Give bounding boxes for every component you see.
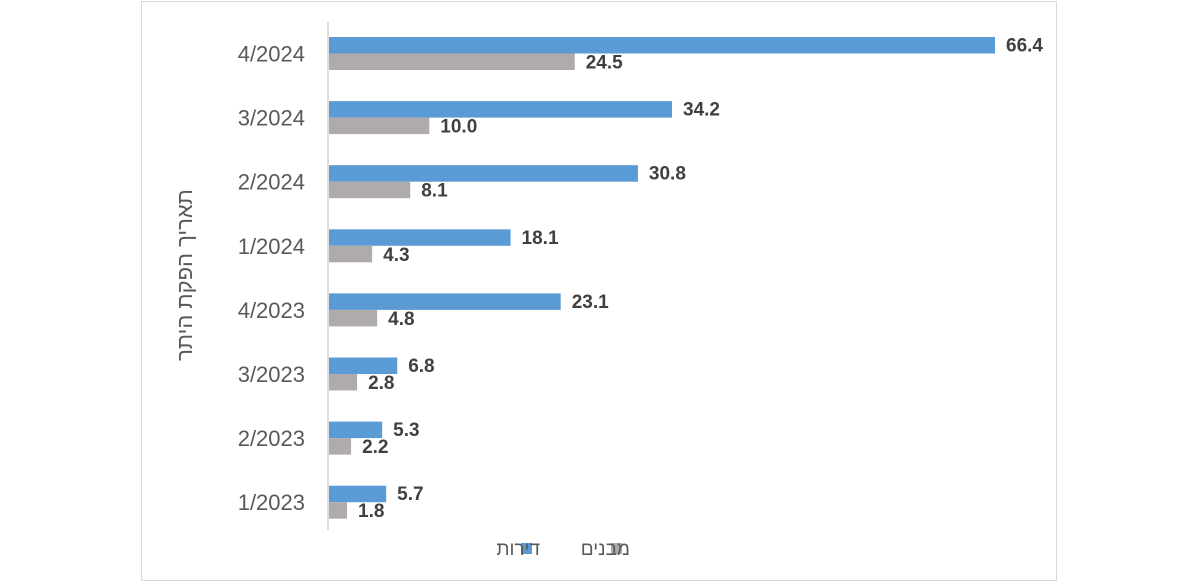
category-label: 2/2023	[238, 426, 305, 451]
category-label: 3/2024	[238, 106, 305, 131]
data-label-series-2: 4.3	[383, 245, 409, 266]
legend-item-series-2: מבנים	[581, 539, 630, 560]
data-label-series-2: 24.5	[586, 53, 623, 74]
legend-label-series-1: דירות	[496, 539, 540, 560]
category-label: 1/2024	[238, 234, 305, 259]
bar-series-1	[329, 293, 561, 310]
data-label-series-1: 30.8	[649, 164, 686, 185]
category-label: 1/2023	[238, 490, 305, 515]
data-label-series-1: 34.2	[683, 100, 720, 121]
data-label-series-2: 8.1	[421, 181, 448, 202]
category-label: 4/2023	[238, 298, 305, 323]
data-label-series-1: 5.7	[397, 484, 423, 505]
bar-series-2	[329, 502, 348, 519]
data-label-series-1: 6.8	[408, 356, 434, 377]
bar-series-1	[329, 229, 511, 246]
bar-series-1	[329, 357, 398, 374]
bar-series-2	[329, 309, 378, 327]
category-label: 4/2024	[238, 42, 305, 67]
data-label-series-2: 10.0	[440, 117, 477, 138]
y-axis-title: תאריך הפקת היתר	[172, 189, 197, 361]
data-label-series-1: 5.3	[393, 420, 419, 441]
bar-series-2	[329, 245, 373, 263]
bar-series-2	[329, 53, 575, 70]
legend-item-series-1: דירות	[496, 539, 540, 560]
legend-label-series-2: מבנים	[581, 539, 630, 560]
bar-series-2	[329, 117, 430, 135]
data-label-series-1: 66.4	[1006, 36, 1043, 57]
data-label-series-1: 18.1	[522, 228, 559, 249]
category-label: 3/2023	[238, 362, 305, 387]
data-label-series-2: 4.8	[388, 309, 414, 330]
bar-series-1	[329, 37, 995, 54]
bar-series-2	[329, 374, 358, 391]
plot-area: 4/2024 66.4 24.5 3/2024 34.2 10.0 2/2024 30.8 8.…	[238, 36, 1044, 523]
bar-series-2	[329, 438, 352, 455]
data-label-series-2: 1.8	[358, 501, 384, 522]
legend-swatch-series-1	[521, 543, 532, 554]
category-label: 2/2024	[238, 170, 305, 195]
bar-series-2	[329, 181, 411, 199]
legend-swatch-series-2	[611, 543, 622, 554]
bar-series-1	[329, 165, 638, 182]
data-label-series-2: 2.2	[362, 437, 388, 458]
bar-series-1	[329, 101, 673, 118]
data-label-series-1: 23.1	[572, 292, 609, 313]
bar-series-1	[329, 421, 383, 439]
chart-frame	[141, 1, 1057, 581]
bar-series-1	[329, 485, 387, 503]
data-label-series-2: 2.8	[368, 373, 394, 394]
legend: דירות מבנים	[496, 539, 630, 560]
